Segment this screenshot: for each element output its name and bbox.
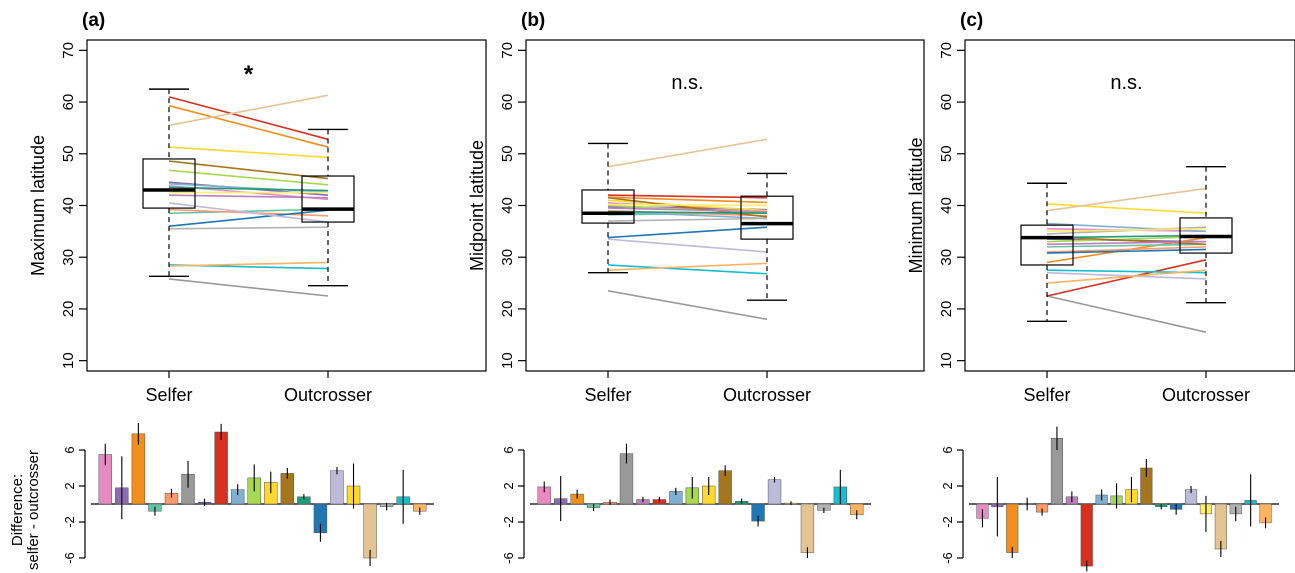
paired-line — [168, 278, 329, 297]
y-tick-label: 70 — [60, 42, 77, 59]
box-selfer — [1020, 224, 1074, 266]
difference-bar — [1006, 503, 1019, 553]
y-tick-label: 70 — [938, 42, 955, 59]
y-tick-label: 60 — [499, 94, 516, 111]
y-tick-label: 50 — [499, 145, 516, 162]
y-axis-label: Difference: — [9, 474, 26, 546]
panel-a: (a) 10 20 30 40 50 60 70 Maximum latitude Selfer O… — [28, 10, 487, 405]
y-tick-label: 20 — [938, 301, 955, 318]
y-tick-label: -2 — [940, 516, 955, 528]
paired-line — [607, 264, 768, 275]
difference-bar — [767, 479, 782, 505]
paired-line — [168, 94, 329, 127]
significance-label: n.s. — [671, 72, 703, 94]
panel-label: (b) — [521, 10, 545, 31]
box-outcrosser — [740, 195, 794, 240]
y-tick-label: 60 — [938, 94, 955, 111]
y-tick-label: 20 — [499, 301, 516, 318]
box-outcrosser — [301, 175, 355, 223]
panel-b: (b) 10 20 30 40 50 60 70 Midpoint latitude Selfer… — [467, 10, 925, 405]
y-tick-label: 2 — [501, 482, 516, 489]
y-tick-label: 40 — [499, 197, 516, 214]
paired-line — [607, 262, 768, 271]
y-tick-label: 50 — [60, 145, 77, 162]
y-tick-label: 30 — [60, 249, 77, 266]
x-tick-label: Selfer — [145, 385, 192, 405]
panel-label: (c) — [960, 10, 983, 31]
paired-line — [168, 261, 329, 267]
paired-line — [1046, 187, 1207, 212]
paired-line — [168, 226, 329, 230]
box-selfer — [581, 189, 635, 224]
y-tick-label: 70 — [499, 42, 516, 59]
y-tick-label: 40 — [938, 197, 955, 214]
difference-panel-c: 6 2 -2 -6 — [940, 426, 1279, 572]
paired-line — [1046, 203, 1207, 215]
y-axis-label: selfer - outcrosser — [25, 450, 42, 570]
panel-label: (a) — [82, 10, 105, 31]
paired-line — [607, 217, 768, 222]
y-tick-label: 30 — [499, 249, 516, 266]
paired-line — [168, 104, 329, 148]
y-tick-label: 60 — [60, 94, 77, 111]
y-tick-label: -6 — [501, 552, 516, 564]
y-tick-label: 40 — [60, 197, 77, 214]
x-tick-label: Selfer — [584, 385, 631, 405]
paired-line — [168, 96, 329, 141]
y-tick-label: 10 — [938, 352, 955, 369]
x-tick-label: Outcrosser — [723, 385, 811, 405]
y-tick-label: 50 — [938, 145, 955, 162]
paired-line — [607, 138, 768, 168]
y-tick-label: 10 — [499, 352, 516, 369]
y-axis-label: Minimum latitude — [906, 137, 926, 273]
y-tick-label: 6 — [940, 446, 955, 453]
difference-bar — [214, 431, 228, 505]
paired-line — [607, 290, 768, 321]
difference-panel-b: 6 2 -2 -6 — [501, 443, 871, 564]
x-tick-label: Selfer — [1023, 385, 1070, 405]
y-tick-label: 6 — [62, 446, 77, 453]
paired-line — [607, 203, 768, 207]
difference-panel-a: 6 2 -2 -6 Difference: selfer - outcrosser — [9, 423, 434, 570]
y-tick-label: 10 — [60, 352, 77, 369]
paired-line — [1046, 295, 1207, 333]
y-axis-label: Midpoint latitude — [467, 140, 487, 271]
difference-bar — [1080, 503, 1093, 567]
y-axis-label: Maximum latitude — [28, 135, 48, 276]
box-selfer — [142, 158, 196, 209]
y-tick-label: 2 — [940, 482, 955, 489]
paired-line — [607, 238, 768, 253]
difference-bar — [800, 503, 815, 553]
paired-line — [168, 169, 329, 186]
paired-line — [1046, 259, 1207, 297]
paired-line — [168, 194, 329, 199]
plot-frame — [86, 39, 487, 372]
y-tick-label: -2 — [62, 516, 77, 528]
y-tick-label: -2 — [501, 516, 516, 528]
y-tick-label: -6 — [940, 552, 955, 564]
paired-line — [168, 146, 329, 159]
x-tick-label: Outcrosser — [1162, 385, 1250, 405]
panel-c: (c) 10 20 30 40 50 60 70 Minimum latitude Selfer O… — [906, 10, 1295, 405]
difference-bar — [330, 470, 344, 505]
x-tick-label: Outcrosser — [284, 385, 372, 405]
y-tick-label: 2 — [62, 482, 77, 489]
paired-line — [607, 226, 768, 239]
paired-line — [1046, 269, 1207, 284]
y-tick-label: 20 — [60, 301, 77, 318]
significance-label: n.s. — [1110, 72, 1142, 94]
y-tick-label: 30 — [938, 249, 955, 266]
significance-label: * — [244, 61, 254, 88]
y-tick-label: -6 — [62, 552, 77, 564]
y-tick-label: 6 — [501, 446, 516, 453]
